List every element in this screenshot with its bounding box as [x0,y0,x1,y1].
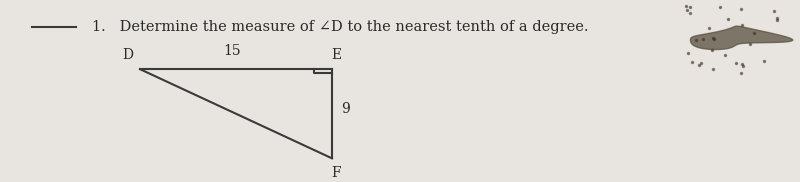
Text: E: E [331,48,341,62]
Text: F: F [331,166,341,180]
Polygon shape [690,26,793,50]
Text: 9: 9 [342,102,350,116]
Text: 1.   Determine the measure of ∠D to the nearest tenth of a degree.: 1. Determine the measure of ∠D to the ne… [92,20,589,34]
Text: 15: 15 [223,44,241,58]
Text: D: D [122,48,134,62]
